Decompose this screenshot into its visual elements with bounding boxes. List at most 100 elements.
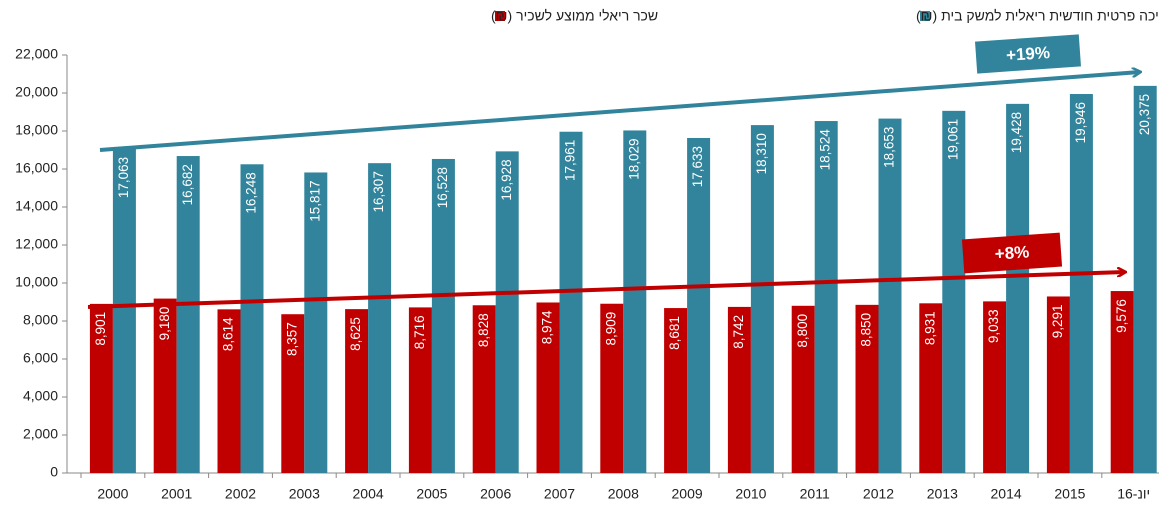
x-tick-label: 2012	[863, 486, 894, 502]
value-label: 17,633	[690, 146, 705, 187]
bar	[472, 305, 496, 473]
value-label: 8,614	[221, 317, 236, 351]
bar	[791, 305, 815, 473]
bar	[1110, 291, 1134, 473]
bar	[664, 308, 688, 473]
value-label: 19,061	[945, 119, 960, 160]
bar	[750, 125, 774, 474]
value-label: 15,817	[307, 180, 322, 221]
annotation: +8%	[961, 232, 1063, 274]
annotation: +19%	[975, 34, 1081, 74]
bar	[240, 164, 264, 473]
value-label: 17,961	[563, 140, 578, 181]
x-tick-label: 2008	[608, 486, 639, 502]
x-tick-label: 2011	[800, 486, 830, 502]
bar	[855, 304, 879, 473]
value-label: 16,248	[244, 172, 259, 213]
annotation-text: +19%	[1005, 43, 1050, 65]
value-label: 9,576	[1114, 299, 1129, 333]
x-tick-label: 2001	[161, 486, 192, 502]
bar	[600, 303, 624, 473]
bar	[112, 148, 136, 474]
value-label: 18,653	[882, 127, 897, 168]
y-tick-label: 16,000	[15, 160, 58, 176]
bar	[89, 303, 113, 473]
legend-swatch	[495, 11, 505, 21]
trend-arrow	[99, 72, 1140, 152]
y-tick-label: 18,000	[15, 122, 58, 138]
bar	[345, 309, 369, 473]
value-label: 9,180	[157, 307, 172, 341]
x-tick-label: יונ-16	[1117, 486, 1150, 502]
legend-label: שכר ריאלי ממוצע לשכיר (₪)	[491, 8, 658, 24]
x-tick-label: 2007	[544, 486, 575, 502]
y-tick-label: 2,000	[23, 426, 58, 442]
bar	[431, 158, 455, 473]
x-tick-label: 2015	[1054, 486, 1085, 502]
bar	[878, 118, 902, 473]
x-tick-label: 2014	[991, 486, 1022, 502]
bar	[1133, 85, 1157, 473]
trend-arrow	[87, 272, 1125, 309]
value-label: 8,716	[412, 315, 427, 349]
value-label: 8,828	[476, 313, 491, 347]
value-label: 9,291	[1050, 304, 1065, 338]
bar	[176, 156, 200, 474]
legend-label: הוצאה לצריכה פרטית חודשית ריאלית למשק בי…	[916, 8, 1159, 24]
bar	[727, 306, 751, 473]
bar	[536, 302, 560, 473]
bar	[814, 121, 838, 473]
x-tick-label: 2010	[735, 486, 766, 502]
value-label: 18,310	[754, 133, 769, 174]
y-tick-label: 14,000	[15, 198, 58, 214]
value-label: 20,375	[1137, 94, 1152, 135]
bar	[983, 301, 1007, 473]
bar	[1069, 94, 1093, 473]
value-label: 8,931	[922, 311, 937, 345]
bar	[495, 151, 519, 474]
value-label: 19,946	[1073, 102, 1088, 143]
value-label: 16,307	[371, 171, 386, 212]
value-label: 8,681	[667, 316, 682, 350]
value-label: 9,033	[986, 309, 1001, 343]
x-tick-label: 2005	[416, 486, 447, 502]
value-label: 16,528	[435, 167, 450, 208]
value-label: 19,428	[1009, 112, 1024, 153]
value-label: 8,909	[603, 312, 618, 346]
bar	[623, 130, 647, 473]
x-tick-label: 2006	[480, 486, 511, 502]
legend-swatch	[920, 11, 930, 21]
bar	[942, 110, 966, 473]
x-tick-label: 2000	[97, 486, 128, 502]
value-label: 16,928	[499, 159, 514, 200]
value-label: 17,063	[116, 157, 131, 198]
y-tick-label: 10,000	[15, 274, 58, 290]
bar	[153, 298, 177, 473]
annotation-box	[975, 34, 1081, 74]
value-label: 8,974	[540, 310, 555, 344]
annotation-text: +8%	[994, 242, 1030, 263]
value-label: 18,524	[818, 129, 833, 171]
value-label: 8,625	[348, 317, 363, 351]
y-tick-label: 4,000	[23, 388, 58, 404]
value-label: 8,357	[284, 322, 299, 356]
bar	[408, 307, 432, 473]
value-label: 8,850	[859, 313, 874, 347]
y-tick-label: 20,000	[15, 84, 58, 100]
value-label: 8,901	[93, 312, 108, 346]
y-tick-label: 6,000	[23, 350, 58, 366]
value-label: 8,800	[795, 314, 810, 348]
value-label: 18,029	[626, 138, 641, 179]
bar	[217, 309, 241, 473]
value-label: 16,682	[180, 164, 195, 205]
x-tick-label: 2009	[672, 486, 703, 502]
bar	[559, 131, 583, 473]
bar	[304, 172, 328, 474]
bar	[281, 314, 305, 473]
y-tick-label: 22,000	[15, 46, 58, 62]
bar	[1046, 296, 1070, 473]
value-label: 8,742	[731, 315, 746, 349]
bar	[919, 303, 943, 473]
y-tick-label: 12,000	[15, 236, 58, 252]
